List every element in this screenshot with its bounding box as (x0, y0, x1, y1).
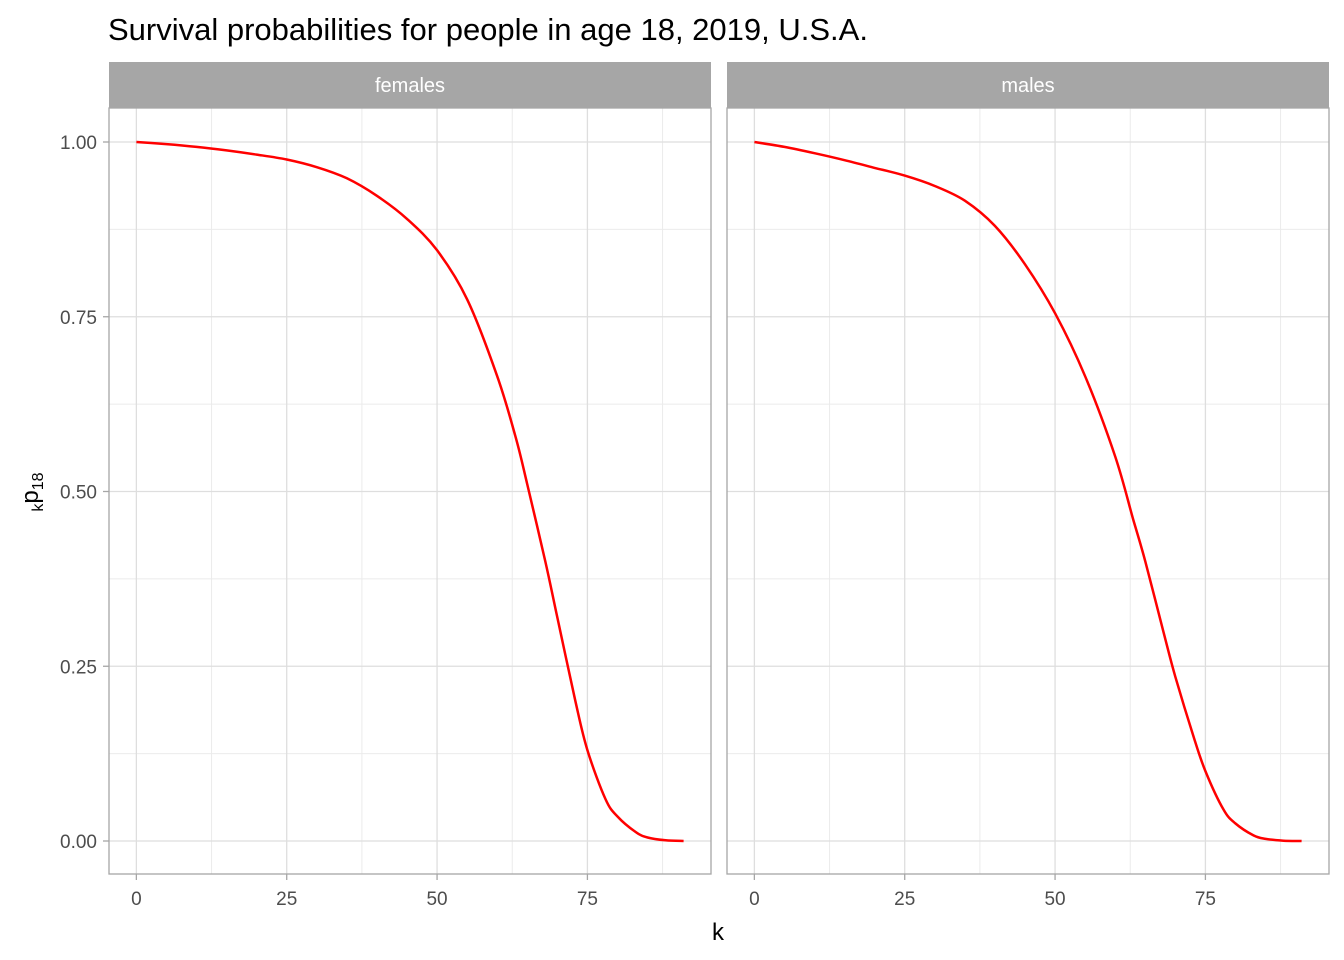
x-tick-label: 50 (426, 889, 447, 910)
y-axis-label: kp18 (17, 472, 47, 511)
x-tick-label: 25 (894, 889, 915, 910)
y-tick-label: 0.25 (60, 657, 97, 678)
x-tick-label: 75 (1195, 889, 1216, 910)
panel-males: males 0 25 50 75 (726, 62, 1330, 910)
y-axis-label-left-sub: k (30, 503, 47, 512)
y-tick-label: 0.50 (60, 483, 97, 504)
y-tick-label: 0.75 (60, 308, 97, 329)
x-tick-label: 50 (1044, 889, 1065, 910)
panels: females 0 25 50 75 0.00 0.25 0.50 0.75 1.00 males 0… (60, 62, 1330, 910)
y-tick-label: 1.00 (60, 133, 97, 154)
y-axis-label-main: p (17, 490, 44, 503)
x-tick-label: 25 (276, 889, 297, 910)
panel-females: females 0 25 50 75 0.00 0.25 0.50 0.75 1.00 (60, 62, 712, 910)
y-axis-label-right-sub: 18 (30, 472, 47, 490)
facet-strip (727, 62, 1329, 108)
svg-text:kp18: kp18 (17, 472, 47, 511)
x-axis-label: k (712, 919, 725, 946)
x-tick-label: 75 (577, 889, 598, 910)
survival-line-males (754, 140, 1302, 843)
y-tick-label: 0.00 (60, 832, 97, 853)
facet-strip (109, 62, 711, 108)
survival-line-females (136, 140, 684, 843)
x-tick-label: 0 (749, 889, 760, 910)
x-tick-label: 0 (131, 889, 142, 910)
facet-strip-label: females (375, 75, 445, 97)
facet-strip-label: males (1001, 75, 1054, 97)
chart-title: Survival probabilities for people in age… (108, 12, 868, 47)
